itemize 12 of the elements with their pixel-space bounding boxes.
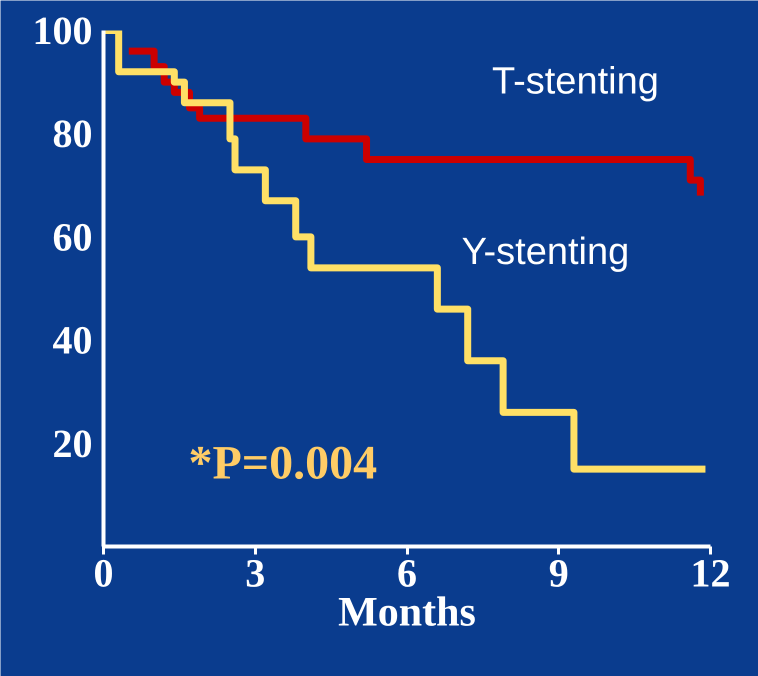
y-tick-label: 100: [32, 8, 92, 53]
x-tick-label: 12: [690, 550, 730, 596]
series-label: T-stenting: [492, 60, 659, 103]
x-tick-label: 3: [245, 550, 266, 596]
annotation: *P=0.004: [188, 436, 378, 490]
x-tick-label: 0: [94, 550, 114, 596]
y-tick-label: 60: [52, 214, 92, 260]
y-tick-label: 40: [52, 318, 92, 363]
series-label: Y-stenting: [462, 231, 630, 274]
y-tick-label: 80: [52, 111, 92, 156]
y-tick-label: 20: [52, 420, 92, 466]
x-tick-label: 9: [548, 550, 569, 596]
